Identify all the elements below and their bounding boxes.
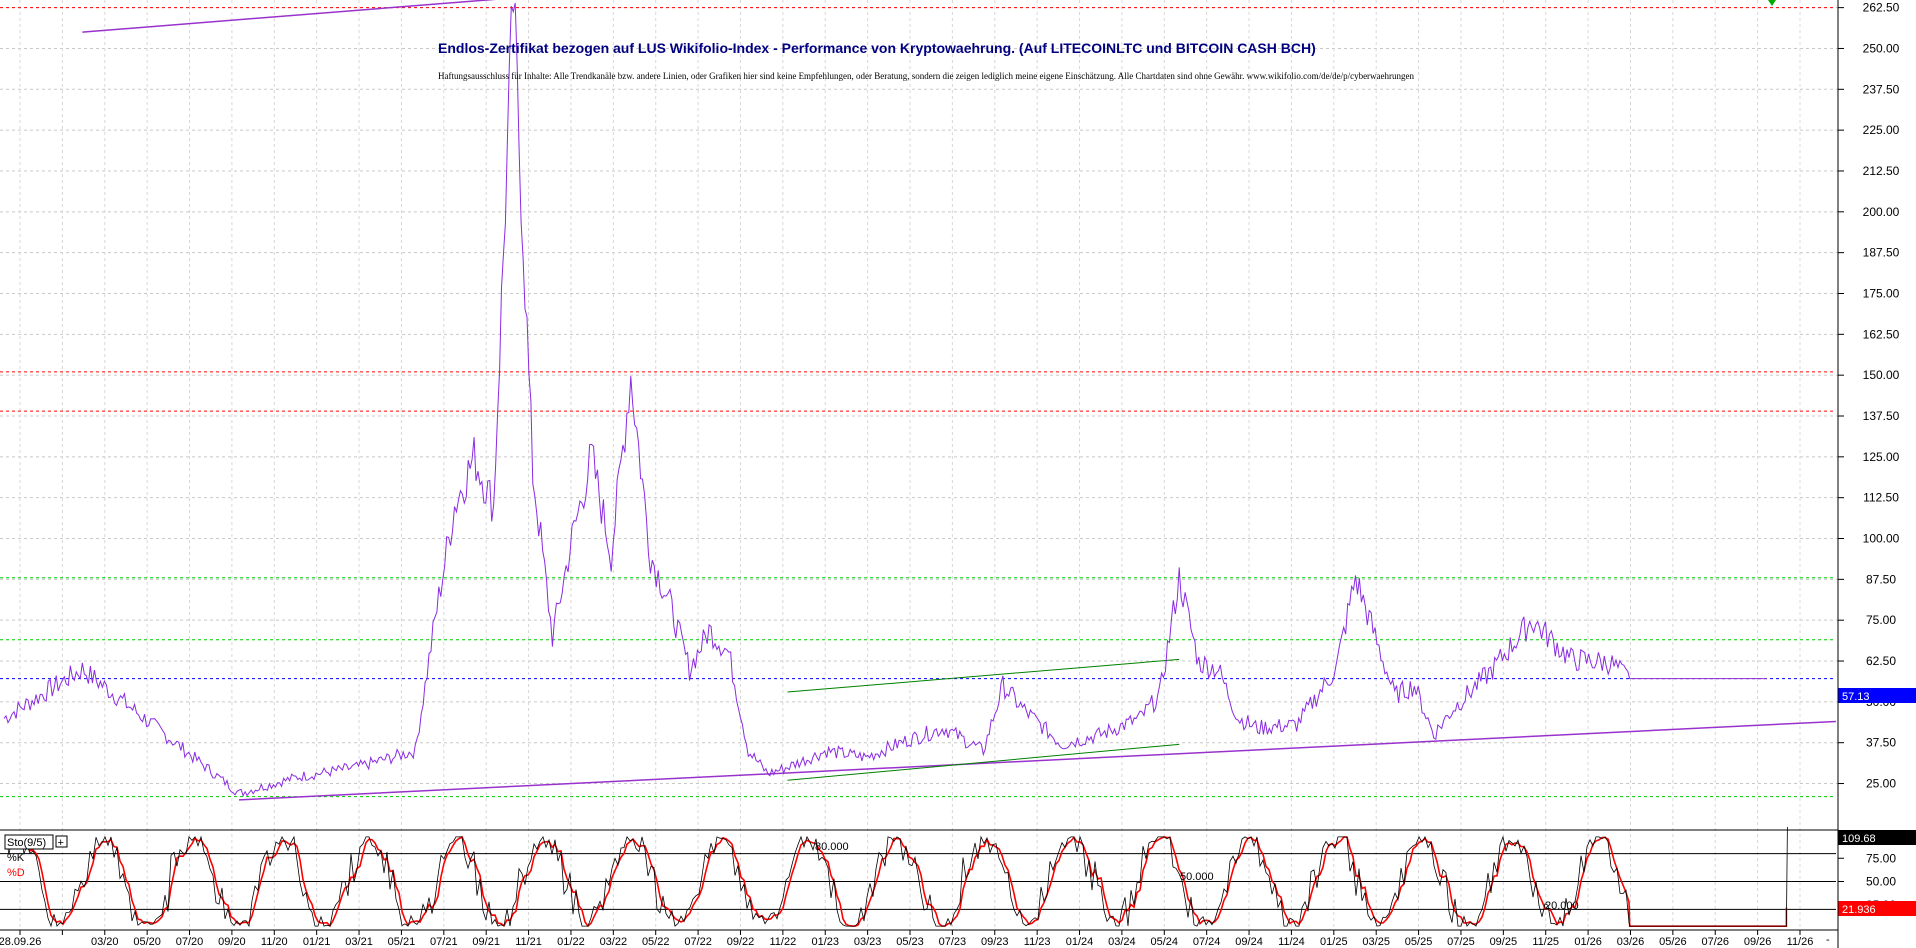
x-tick-label: 07/24	[1193, 936, 1221, 948]
x-tick-label: 05/20	[133, 936, 161, 948]
last-d-label: 21.936	[1842, 904, 1876, 916]
x-tick-label: 05/21	[388, 936, 416, 948]
x-tick-label: 28.09.26	[0, 936, 41, 948]
x-tick-label: 07/26	[1701, 936, 1729, 948]
y-tick-label: 25.00	[1866, 777, 1896, 791]
level-label-20: 20.000	[1545, 900, 1579, 912]
x-tick-label: 07/20	[176, 936, 204, 948]
last-k-label: 109.68	[1842, 833, 1876, 845]
channel-upper-line	[787, 658, 1180, 693]
x-tick-label: 03/20	[91, 936, 119, 948]
x-tick-label: 05/22	[642, 936, 670, 948]
price-line	[3, 2, 1631, 798]
y-tick-label: 262.50	[1863, 1, 1900, 15]
y-tick-label: 150.00	[1863, 368, 1900, 382]
grid	[0, 0, 1838, 930]
y-tick-label: 137.50	[1863, 409, 1900, 423]
x-tick-label: 05/23	[896, 936, 924, 948]
last-k-box	[1838, 830, 1916, 845]
x-tick-label: 07/22	[684, 936, 712, 948]
x-tick-label: 03/22	[600, 936, 628, 948]
x-tick-label: 09/22	[727, 936, 755, 948]
price-axis: 262.50 250.00 237.50 225.00 212.50 200.00 187.…	[1838, 1, 1900, 791]
x-tick-label: 11/23	[1024, 936, 1051, 948]
y-tick-label: 87.50	[1866, 572, 1896, 586]
x-tick-label: 01/26	[1574, 936, 1602, 948]
y-tick-label: 162.50	[1863, 327, 1900, 341]
x-tick-label: 09/25	[1490, 936, 1518, 948]
y-tick-label: 237.50	[1863, 82, 1900, 96]
legend-k: %K	[7, 852, 25, 864]
y-tick-label: 37.50	[1866, 736, 1896, 750]
x-tick-label: 03/26	[1617, 936, 1645, 948]
x-tick-label: 05/26	[1659, 936, 1687, 948]
x-tick-label: 01/23	[811, 936, 839, 948]
y-tick-label: 187.50	[1863, 246, 1900, 260]
level-label-80: 80.000	[815, 841, 849, 853]
level-label-50: 50.000	[1180, 871, 1214, 883]
x-tick-label: 01/22	[557, 936, 585, 948]
y-tick-label: 62.50	[1866, 654, 1896, 668]
x-tick-label: 09/26	[1744, 936, 1772, 948]
y-tick-label: 75.00	[1866, 613, 1896, 627]
x-tick-label: 11/21	[515, 936, 542, 948]
x-tick-label: 09/21	[472, 936, 500, 948]
scroll-arrow-icon[interactable]: -	[1826, 934, 1830, 946]
y-tick-label: 112.50	[1863, 491, 1899, 505]
x-tick-label: 09/23	[981, 936, 1009, 948]
y-tick-label: 75.00	[1866, 851, 1896, 865]
indicator-expand-button[interactable]	[55, 835, 68, 848]
x-tick-label: 07/21	[430, 936, 458, 948]
y-tick-label: 175.00	[1863, 286, 1900, 300]
x-tick-label: 07/23	[939, 936, 967, 948]
y-tick-label: 125.00	[1863, 450, 1900, 464]
support-trendline	[239, 720, 1837, 801]
x-tick-label: 01/25	[1320, 936, 1348, 948]
x-tick-label: 03/24	[1108, 936, 1136, 948]
y-tick-label: 250.00	[1863, 41, 1900, 55]
y-tick-label: 100.00	[1863, 532, 1900, 546]
arrow-marker-icon	[1768, 0, 1776, 6]
x-tick-label: 01/21	[303, 936, 331, 948]
x-tick-label: 11/22	[769, 936, 796, 948]
x-tick-label: 03/25	[1362, 936, 1390, 948]
x-axis: 28.09.26 03/20 05/20 07/20 09/20 11/20 01/21 03…	[0, 930, 1813, 948]
y-tick-label: 225.00	[1863, 123, 1900, 137]
stochastic-d-line	[5, 835, 1788, 928]
resistance-trendline	[82, 0, 497, 33]
x-tick-label: 09/20	[218, 936, 246, 948]
stochastic-pane	[0, 826, 1836, 928]
x-tick-label: 03/21	[345, 936, 373, 948]
horizontal-levels	[0, 7, 1836, 798]
last-price-label: 57.13	[1842, 691, 1870, 703]
legend-d: %D	[7, 867, 25, 879]
chart-title: Endlos-Zertifikat bezogen auf LUS Wikifo…	[438, 40, 1316, 56]
x-tick-label: 11/24	[1278, 936, 1305, 948]
indicator-label-box	[4, 834, 54, 850]
x-tick-label: 01/24	[1066, 936, 1094, 948]
x-tick-label: 09/24	[1235, 936, 1263, 948]
chart-disclaimer: Haftungsausschluss für Inhalte: Alle Tre…	[438, 71, 1415, 81]
x-tick-label: 11/26	[1787, 936, 1814, 948]
x-tick-label: 05/24	[1151, 936, 1179, 948]
y-tick-label: 200.00	[1863, 205, 1900, 219]
last-d-box	[1838, 901, 1916, 916]
stochastic-k-line	[5, 826, 1788, 928]
x-tick-label: 03/23	[854, 936, 882, 948]
trendlines	[82, 0, 1837, 801]
plus-icon: +	[58, 837, 64, 849]
x-tick-label: 11/20	[261, 936, 288, 948]
channel-lower-line	[787, 743, 1180, 781]
last-price-box	[1838, 688, 1916, 703]
y-tick-label: 212.50	[1863, 164, 1900, 178]
x-tick-label: 05/25	[1405, 936, 1433, 948]
price-series	[3, 2, 1631, 798]
x-tick-label: 07/25	[1447, 936, 1475, 948]
indicator-label: Sto(9/5)	[7, 837, 46, 849]
x-tick-label: 11/25	[1532, 936, 1559, 948]
y-tick-label: 50.00	[1866, 875, 1896, 889]
